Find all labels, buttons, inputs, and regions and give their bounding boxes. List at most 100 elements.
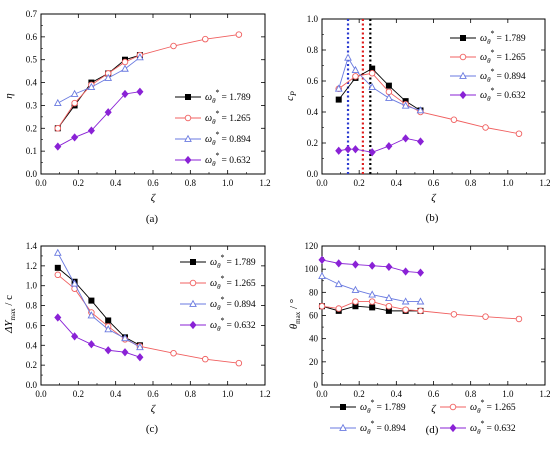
legend-superscript: * (216, 151, 220, 160)
x-tick-label: 0.8 (465, 389, 477, 399)
legend-marker (189, 258, 196, 265)
legend-value: = 1.789 (227, 258, 256, 268)
data-point (401, 101, 410, 109)
x-tick-label: 0.6 (428, 178, 440, 188)
data-point (515, 130, 523, 137)
series-line (57, 54, 141, 129)
legend-marker (189, 320, 197, 330)
legend-marker (459, 71, 467, 79)
data-point (385, 293, 393, 301)
legend-marker (184, 94, 191, 101)
legend-label: ωθ*= 1.265 (470, 398, 516, 415)
series-line (57, 267, 141, 346)
y-tick-label: 0 (314, 380, 319, 390)
data-point (344, 53, 352, 61)
legend-label: ωθ*= 0.894 (360, 419, 406, 436)
x-tick-label: 0.2 (354, 389, 365, 399)
legend-subscript: θ (212, 139, 216, 147)
data-point (70, 89, 79, 97)
legend-superscript: * (491, 86, 495, 95)
legend-label: ωθ*= 1.265 (210, 274, 256, 291)
legend-superscript: * (221, 295, 225, 304)
legend-value: = 1.789 (377, 403, 406, 413)
x-tick-label: 0.6 (428, 389, 440, 399)
data-point (334, 279, 343, 288)
data-point (202, 355, 209, 363)
y-tick-label: 0.2 (26, 360, 37, 370)
y-tick-label: 120 (305, 241, 319, 251)
data-point (136, 353, 144, 362)
data-point (53, 248, 62, 256)
data-point (104, 346, 112, 355)
y-tick-label: 0.4 (26, 340, 38, 350)
data-point (87, 126, 95, 135)
legend-omega: ω (205, 134, 212, 145)
legend-value: = 0.894 (377, 424, 406, 434)
y-tick-label: 0.7 (26, 9, 38, 19)
legend-subscript: θ (217, 325, 221, 333)
panel-label: (c) (146, 423, 159, 435)
legend-label: ωθ*= 1.789 (205, 88, 251, 105)
legend-marker (459, 90, 467, 100)
x-tick-label: 1.2 (259, 178, 270, 188)
y-tick-label: 0.6 (26, 32, 38, 42)
y-tick-label: 0.6 (307, 76, 319, 86)
legend-subscript: θ (212, 160, 216, 168)
data-point (136, 87, 144, 96)
legend-omega: ω (480, 71, 487, 82)
legend-omega: ω (205, 155, 212, 166)
y-tick-label: 0.2 (307, 138, 318, 148)
legend-label: ωθ*= 0.632 (470, 419, 516, 436)
y-tick-label: 0.0 (307, 169, 319, 179)
data-point (202, 35, 209, 43)
data-point (71, 133, 79, 142)
y-label-sub: max (294, 311, 302, 324)
legend-value: = 0.632 (497, 91, 526, 101)
data-point (71, 332, 79, 341)
legend-marker (339, 403, 346, 410)
legend-label: ωθ*= 1.265 (480, 48, 526, 65)
legend-value: = 1.265 (497, 53, 526, 63)
y-tick-label: 1.0 (307, 14, 319, 24)
legend-omega: ω (210, 320, 217, 331)
series-0-632 (54, 87, 144, 151)
legend-superscript: * (216, 130, 220, 139)
data-point (335, 259, 343, 268)
x-tick-label: 1.0 (502, 389, 514, 399)
x-axis-label: ζ (151, 403, 157, 415)
data-point (121, 348, 129, 357)
data-point (53, 98, 62, 106)
legend-marker (189, 299, 197, 307)
series-line (57, 91, 141, 147)
data-point (54, 313, 62, 322)
panel-label: (b) (426, 212, 439, 224)
legend-value: = 0.632 (222, 156, 251, 166)
data-point (104, 73, 113, 81)
legend-superscript: * (371, 398, 375, 407)
legend-value: = 1.265 (222, 114, 251, 124)
legend-label: ωθ*= 0.632 (205, 151, 251, 168)
legend-value: = 1.265 (487, 403, 516, 413)
data-point (335, 305, 342, 312)
y-tick-label: 0.4 (26, 78, 38, 88)
x-axis-label: ζ (431, 403, 437, 415)
data-point (368, 148, 376, 157)
legend-label: ωθ*= 0.894 (210, 295, 256, 312)
data-point (54, 271, 62, 279)
legend-omega: ω (480, 90, 487, 101)
legend-omega: ω (205, 113, 212, 124)
x-tick-label: 0.2 (354, 178, 365, 188)
legend-omega: ω (210, 257, 217, 268)
y-axis-label: cP (284, 91, 298, 101)
legend-subscript: θ (477, 407, 481, 415)
data-point (87, 311, 96, 319)
data-point (105, 317, 112, 324)
data-point (121, 58, 129, 66)
legend-marker (184, 134, 192, 142)
data-point (344, 145, 352, 154)
data-point (385, 302, 393, 310)
data-point (87, 82, 96, 90)
data-point (417, 307, 424, 315)
